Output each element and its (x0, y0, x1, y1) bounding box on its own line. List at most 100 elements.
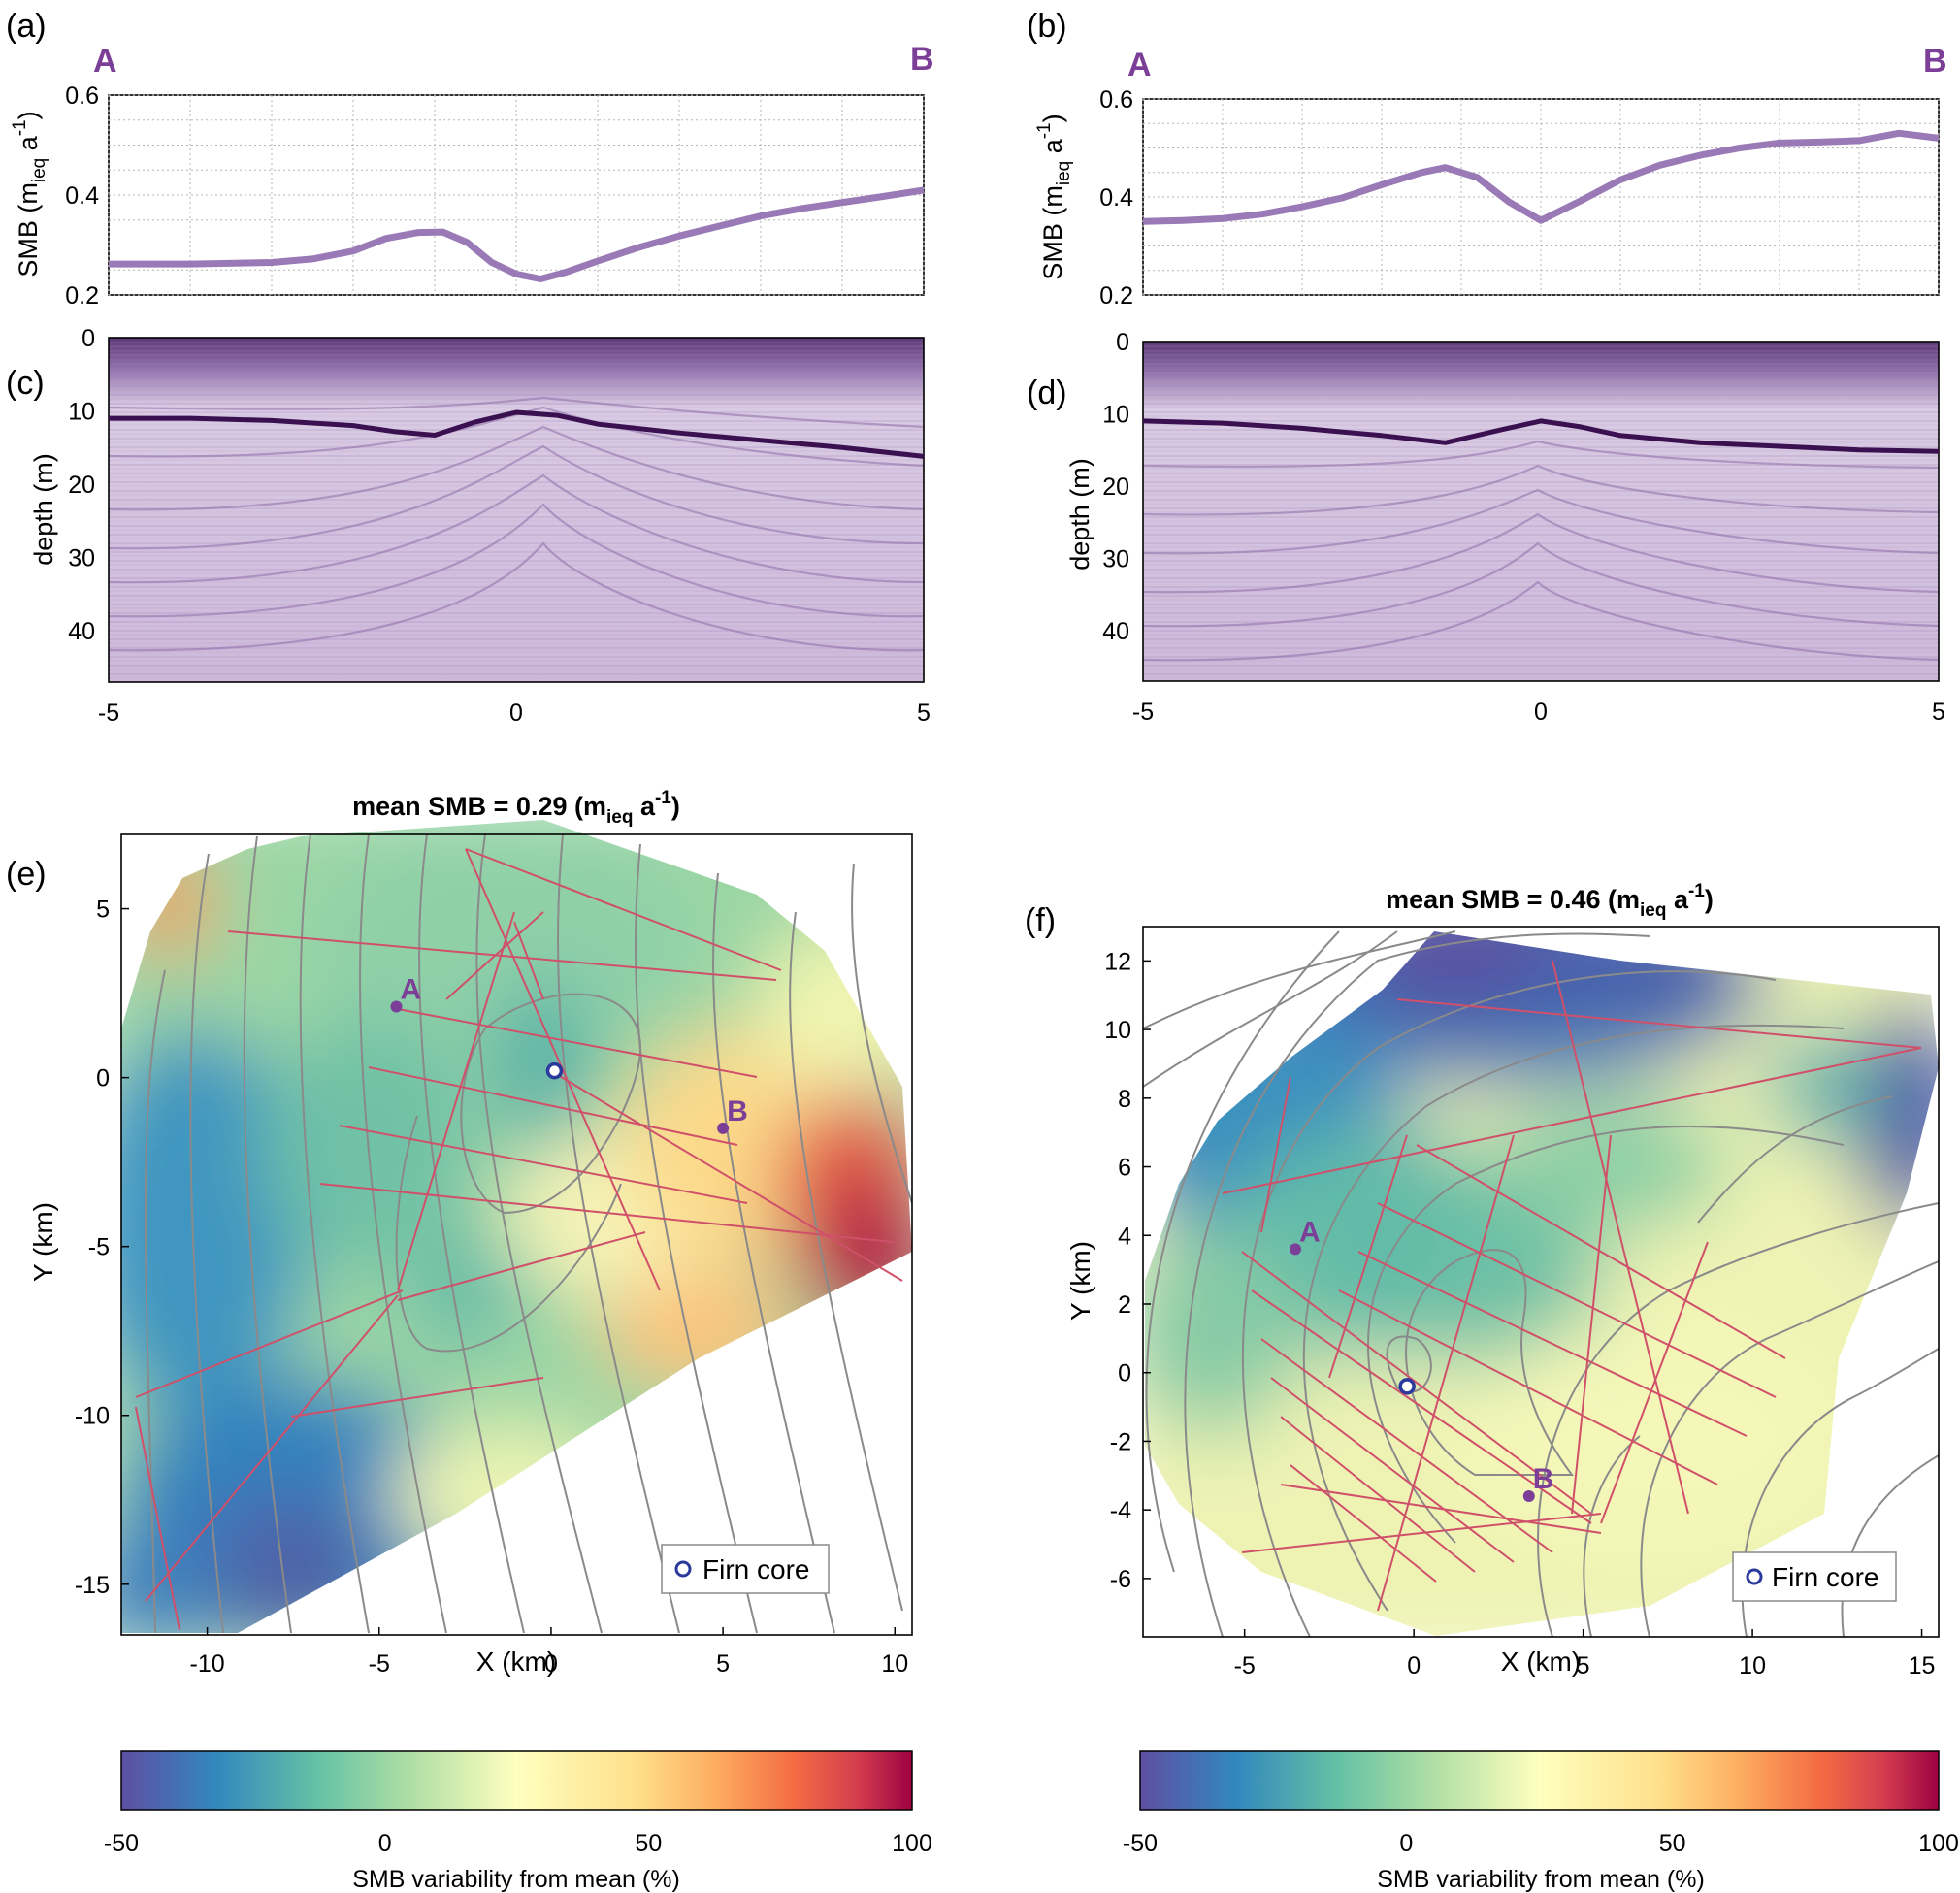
horizon-line-c (109, 409, 925, 459)
survey-tracks-f (1222, 960, 1922, 1612)
profile-point-a (1290, 1243, 1302, 1256)
profile-point-a (390, 1000, 403, 1013)
xtick-label: -5 (369, 1650, 390, 1678)
xtick-label: 0 (1407, 1652, 1421, 1680)
xtick-label: 10 (1739, 1652, 1766, 1680)
xtick-label: 5 (917, 700, 931, 727)
axes-d (1142, 341, 1940, 682)
xlabel-e: X (km) (476, 1647, 556, 1677)
profile-point-label-a: A (400, 974, 421, 1006)
ytick-label: 30 (68, 545, 95, 572)
axes-f (1142, 926, 1940, 1638)
ylabel-e: Y (km) (28, 1202, 58, 1282)
profile-end-label-a: B (910, 41, 934, 78)
smb-line-b (1142, 129, 1940, 225)
xtick-label: 0 (544, 1650, 558, 1678)
yticks-e: -15 -10 -5 0 5 (75, 897, 129, 1599)
colorbar-tick-label: 0 (378, 1830, 392, 1857)
profile-point-b (1522, 1490, 1535, 1503)
ytick-label: 20 (68, 472, 95, 499)
xtick-label: 0 (1534, 699, 1548, 726)
panel-b: (b) A B 0.2 0.4 0.6 SMB (mieq a-1) (1027, 8, 1947, 310)
ytick-label: 40 (1102, 618, 1129, 645)
ytick-label: 20 (1102, 473, 1129, 501)
yticks-f: -6 -4 -2 0 2 4 6 8 10 12 (1104, 948, 1151, 1593)
ytick-label: 0 (1116, 329, 1129, 356)
ytick-label: 0 (96, 1065, 110, 1093)
colorbar-f: -50 0 50 100 SMB variability from mean (%) (1123, 1750, 1959, 1893)
colorbar-tick-label: 100 (892, 1830, 932, 1857)
legend-label-f: Firn core (1772, 1562, 1878, 1592)
ytick-label: 4 (1118, 1223, 1131, 1250)
ytick-label: 40 (68, 618, 95, 645)
xticks-c: -5 0 5 (98, 700, 931, 727)
yticks-a: 0.2 0.4 0.6 (65, 82, 99, 310)
colorbar-tick-label: 100 (1918, 1830, 1959, 1857)
axes-c (108, 337, 925, 683)
xtick-label: 5 (1932, 699, 1945, 726)
ytick-label: 0 (1118, 1360, 1131, 1387)
profile-point-label-b: B (727, 1095, 748, 1127)
xtick-label: -5 (1132, 699, 1154, 726)
ytick-label: 0.2 (65, 282, 99, 310)
ytick-label: 6 (1118, 1155, 1131, 1182)
xticks-f: -5 0 5 10 15 (1234, 1629, 1935, 1680)
yticks-b: 0.2 0.4 0.6 (1099, 86, 1133, 310)
firn-core-legend-icon (1746, 1568, 1763, 1585)
ytick-label: 0.6 (65, 82, 99, 110)
panel-c: (c) 0 10 20 30 40 -5 0 5 depth (m) (6, 325, 931, 727)
xtick-label: -5 (98, 700, 119, 727)
ytick-label: -15 (75, 1572, 110, 1599)
yticks-d: 0 10 20 30 40 (1102, 329, 1129, 645)
points-e: AB (390, 974, 748, 1134)
profile-point-label-a: A (1299, 1216, 1321, 1248)
ytick-label: 10 (1104, 1017, 1131, 1044)
colorbar-e: -50 0 50 100 SMB variability from mean (%) (104, 1750, 932, 1893)
radargram-c (109, 338, 924, 682)
radargram-d (1143, 342, 1939, 681)
ytick-label: 10 (68, 399, 95, 426)
title-e: mean SMB = 0.29 (mieq a-1) (352, 788, 680, 828)
ytick-label: -5 (88, 1234, 110, 1261)
legend-label-e: Firn core (702, 1554, 809, 1584)
panel-f: (f) mean SMB = 0.46 (mieq a-1) (1025, 881, 1959, 1893)
colorbar-label-f: SMB variability from mean (%) (1377, 1866, 1705, 1893)
colorbar-label-e: SMB variability from mean (%) (352, 1866, 680, 1893)
ytick-label: 5 (96, 897, 110, 924)
colorbar-tick-label: 50 (635, 1830, 662, 1857)
ytick-label: -4 (1110, 1497, 1131, 1524)
firn-core-marker (545, 1061, 564, 1080)
ytick-label: 2 (1118, 1291, 1131, 1319)
ytick-label: 30 (1102, 545, 1129, 572)
ytick-label: 0.6 (1099, 86, 1133, 114)
ytick-label: 12 (1104, 948, 1131, 975)
profile-point-label-b: B (1533, 1463, 1554, 1495)
xtick-label: -5 (1234, 1652, 1256, 1680)
xtick-label: 0 (509, 700, 523, 727)
ytick-label: 0.4 (65, 182, 99, 210)
ytick-label: -6 (1110, 1566, 1131, 1593)
xtick-label: 5 (1577, 1652, 1590, 1680)
horizon-line-d (1142, 418, 1940, 454)
title-f: mean SMB = 0.46 (mieq a-1) (1386, 881, 1714, 921)
ylabel-b: SMB (mieq a-1) (1034, 114, 1074, 279)
points-f: AB (1290, 1216, 1554, 1503)
profile-end-label-b: B (1923, 43, 1947, 80)
profile-start-label-a: A (93, 43, 117, 80)
panel-d: (d) 0 10 20 30 40 -5 0 5 depth (m) (1027, 329, 1945, 726)
legend-f: Firn core (1732, 1551, 1897, 1602)
xlabel-f: X (km) (1501, 1647, 1581, 1677)
ylabel-f: Y (km) (1065, 1241, 1095, 1321)
xtick-label: 10 (881, 1650, 908, 1678)
xticks-e: -10 -5 0 5 10 (190, 1627, 908, 1678)
xtick-label: -10 (190, 1650, 225, 1678)
legend-e: Firn core (661, 1544, 830, 1594)
ytick-label: 8 (1118, 1086, 1131, 1113)
ytick-label: -10 (75, 1403, 110, 1430)
panel-label-e: (e) (6, 856, 47, 893)
axes-e (120, 833, 913, 1636)
ytick-label: 10 (1102, 401, 1129, 428)
survey-tracks-e (135, 848, 903, 1631)
panel-label-d: (d) (1027, 375, 1067, 411)
panel-a: (a) A B 0.2 0.4 0.6 SMB (mieq a-1) (6, 8, 934, 310)
